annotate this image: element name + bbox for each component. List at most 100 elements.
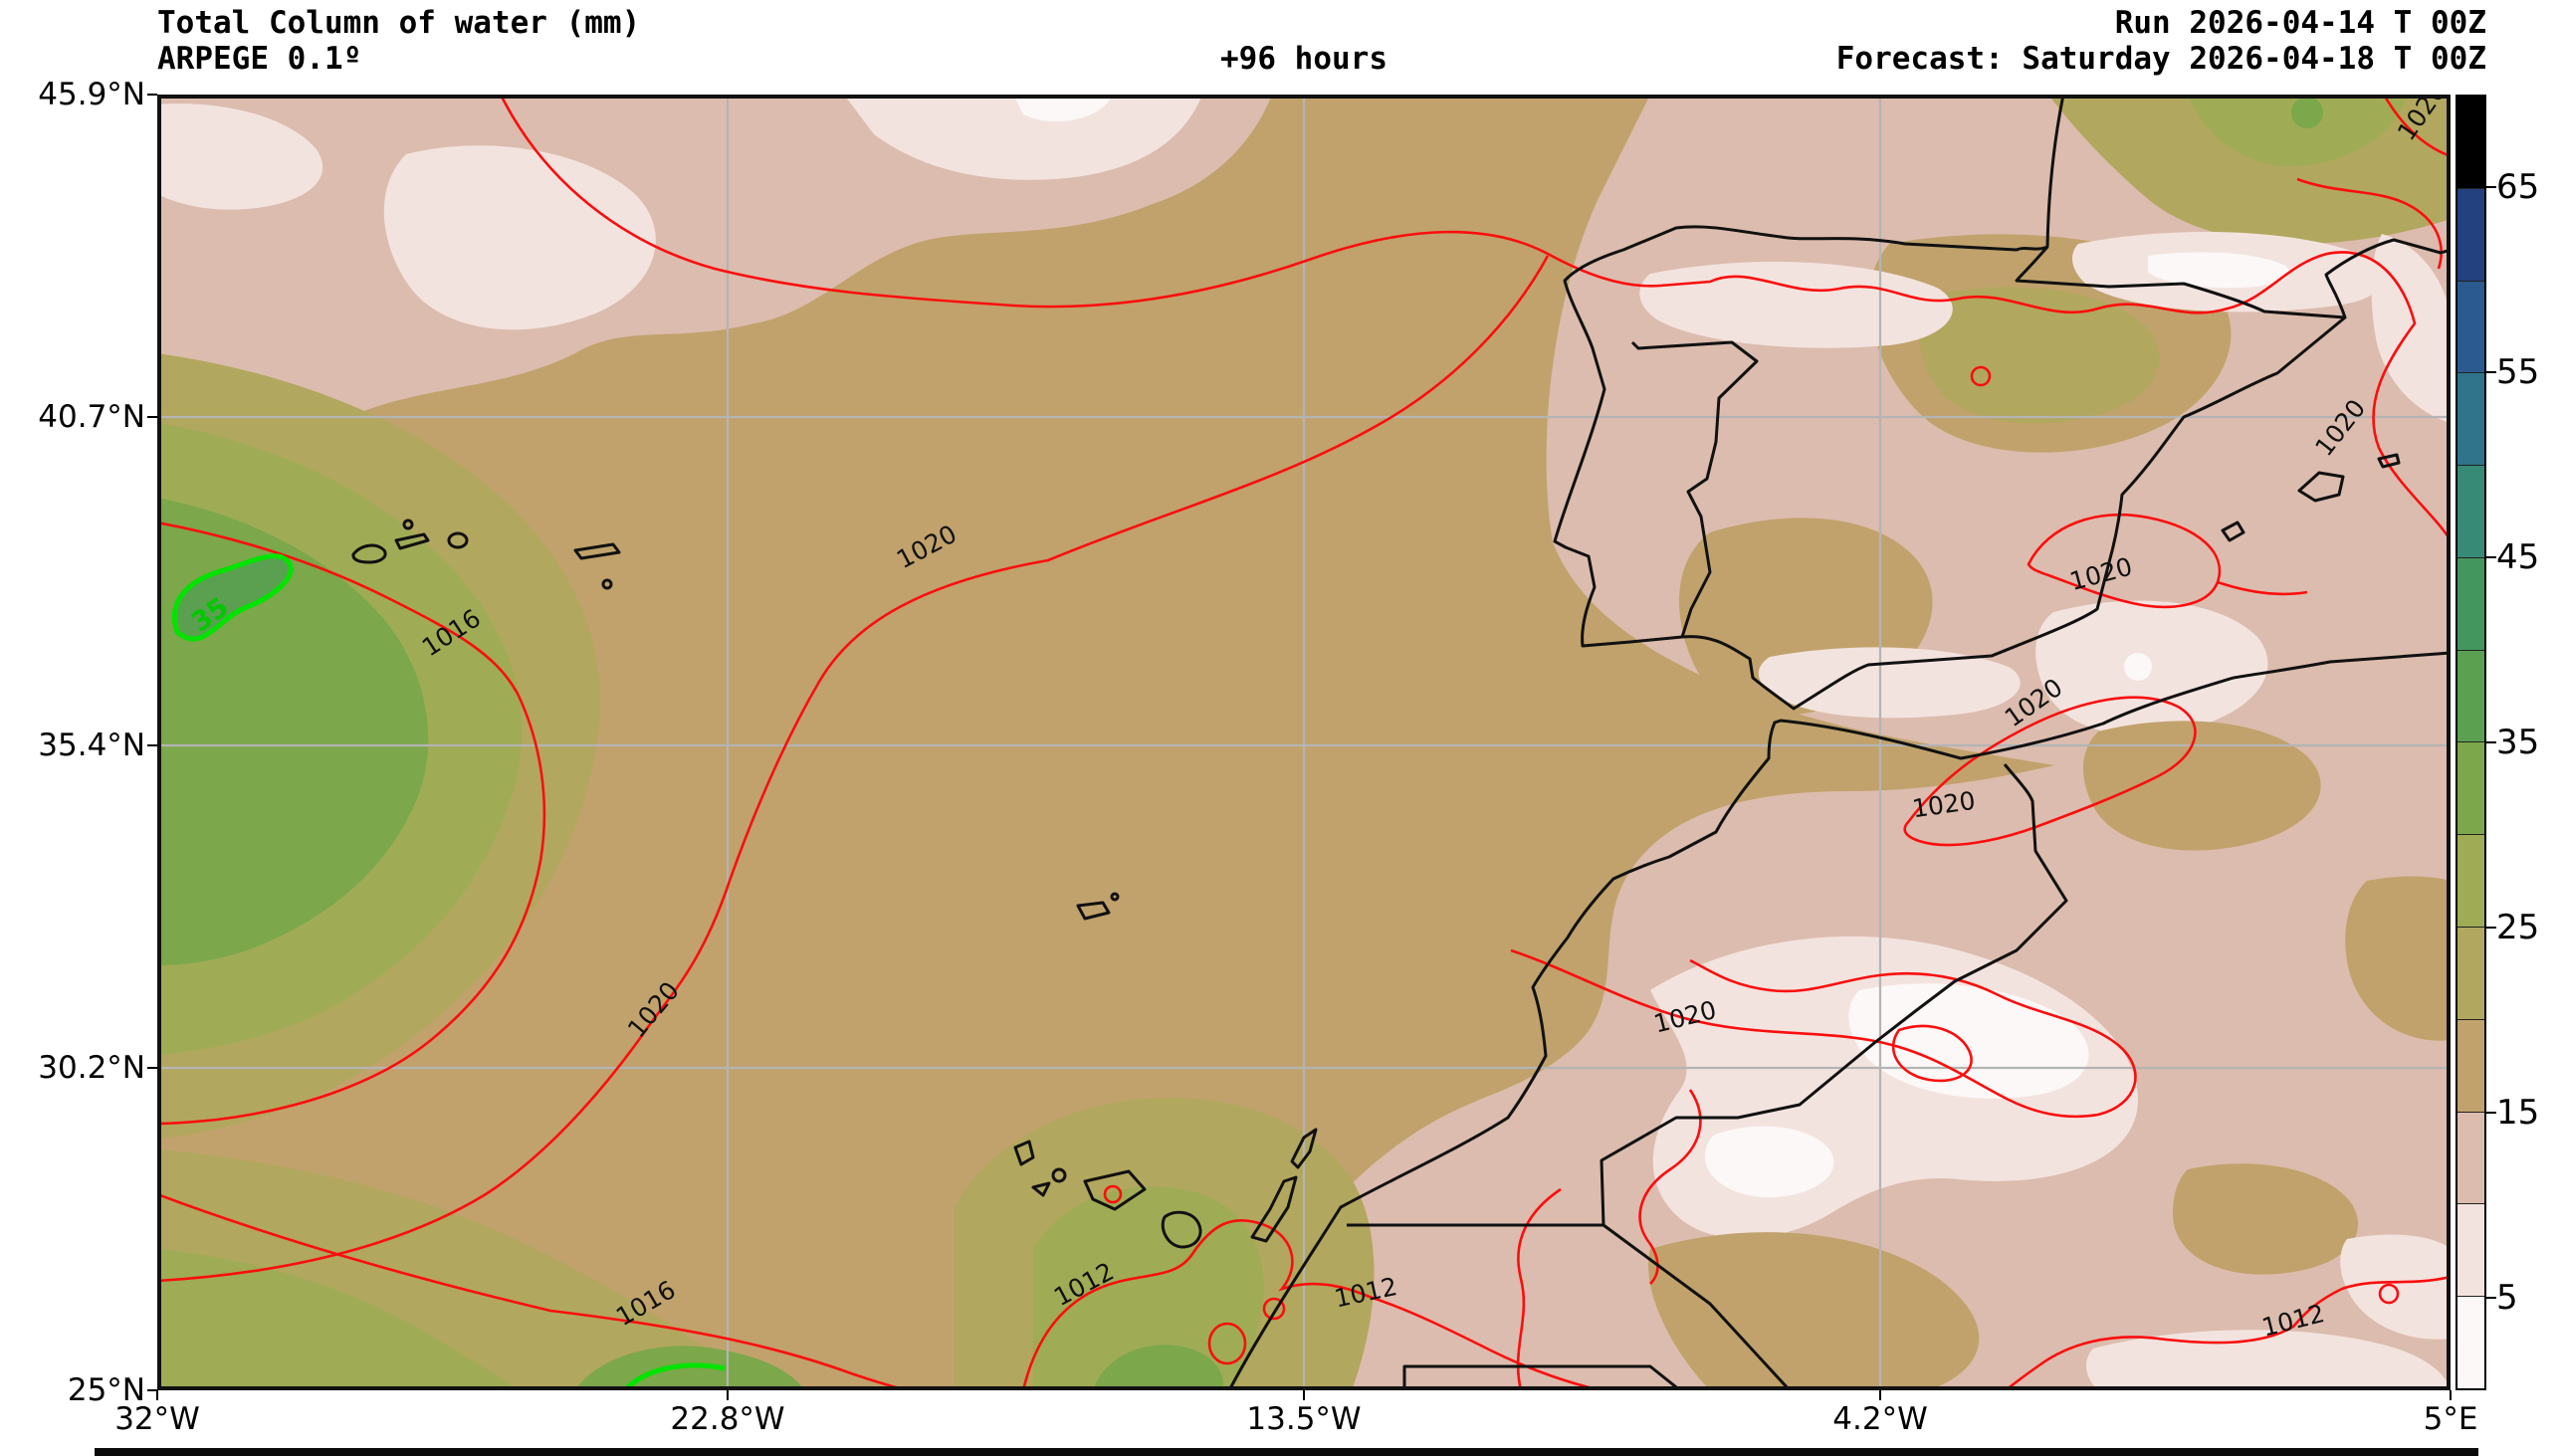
isobar-1020-atlas-inner [1891, 1024, 1973, 1083]
isobar-1012-loop [1207, 1322, 1247, 1365]
isobar-contours [157, 95, 2451, 1390]
isobar-loop-spain [1970, 365, 1992, 387]
fill-lightpink-topleft-corner [157, 104, 323, 210]
border-algeria-mali [1602, 1223, 1792, 1390]
coast-north-africa [1227, 651, 2451, 1390]
fill-white-atlas-2 [1705, 1126, 1834, 1198]
fill-lightpink-topleft [383, 145, 656, 330]
colorbar-tick-65: 65 [2496, 167, 2540, 207]
island-azores [394, 532, 430, 550]
water-35-loop [171, 553, 294, 642]
island-azores [447, 531, 469, 549]
fill-tan-sahara-2 [2173, 1163, 2359, 1275]
water-35-contour [171, 553, 726, 1390]
lead-time-label: +96 hours [1220, 41, 1388, 77]
colorbar-tickmark [2486, 927, 2496, 929]
map-frame [157, 95, 2451, 1390]
xtick-13-5W: 13.5°W [1246, 1401, 1362, 1437]
colorbar-segment [2457, 281, 2484, 374]
colorbar-tickmark [2486, 741, 2496, 743]
ytick-40-7N: 40.7°N [38, 399, 145, 435]
isobar-1020-ne-spain [2027, 513, 2222, 609]
isobar-1020-se-spain [1903, 696, 2197, 847]
island-mallorca [2297, 471, 2345, 503]
island-azores [601, 578, 613, 590]
colorbar-segments [2456, 95, 2486, 1390]
fill-white-pyrenees [2148, 252, 2290, 289]
x-tickmark [2450, 1390, 2452, 1400]
island-azores [402, 519, 414, 530]
island-canary [1290, 1128, 1318, 1169]
colorbar-tickmark [2486, 1297, 2496, 1299]
colorbar-segment [2457, 650, 2484, 743]
fill-tan-algeria-1 [2082, 721, 2321, 851]
coastlines [1227, 95, 2451, 1390]
model-label: ARPEGE 0.1º [157, 41, 362, 77]
fill-green-bottom [575, 1346, 804, 1390]
island-madeira [1110, 892, 1120, 902]
colorbar-segment [2457, 1297, 2484, 1388]
y-tickmark [147, 744, 157, 746]
colorbar-segment [2457, 188, 2484, 282]
fill-yellowgreen-southwest [157, 1249, 516, 1390]
x-tickmark [1303, 1390, 1305, 1400]
isobar-1016-southwest [157, 1192, 910, 1390]
isobar-1012-loop [1103, 1184, 1123, 1204]
colorbar-tickmark [2486, 371, 2496, 373]
colorbar-segment [2457, 97, 2484, 189]
colorbar-tick-15: 15 [2496, 1093, 2540, 1133]
colorbar-segment [2457, 373, 2484, 467]
island-canary [1013, 1140, 1035, 1166]
fill-yellowgreen-france [2188, 95, 2407, 167]
isobar-1016-west [157, 520, 546, 1126]
border-western-sahara [1402, 1364, 1681, 1390]
fill-tan-sahara-1 [1648, 1232, 1980, 1390]
fill-tan-algeria-2 [2345, 876, 2451, 1041]
run-label: Run 2026-04-14 T 00Z [2114, 5, 2486, 41]
fill-white-se-spain [2124, 653, 2152, 681]
y-tickmark [147, 1389, 157, 1391]
xtick-4-2W: 4.2°W [1832, 1401, 1928, 1437]
fill-green-canaries [1093, 1345, 1223, 1390]
colorbar-tick-5: 5 [2496, 1278, 2518, 1318]
colorbar-tickmark [2486, 1112, 2496, 1114]
y-tickmark [147, 1067, 157, 1069]
y-tickmark [147, 416, 157, 418]
xtick-22-8W: 22.8°W [670, 1401, 785, 1437]
colorbar-segment [2457, 742, 2484, 836]
colorbar-tick-55: 55 [2496, 352, 2540, 392]
island-canary [1161, 1210, 1202, 1249]
fill-lightpink-nw-spain [1639, 262, 1953, 348]
page-title: Total Column of water (mm) [157, 5, 641, 41]
ytick-45-9N: 45.9°N [38, 77, 145, 112]
isobar-1020-main [499, 95, 2451, 541]
x-tickmark [727, 1390, 729, 1400]
island-canary [1250, 1175, 1298, 1243]
isobar-1012-loop [1262, 1297, 1286, 1321]
island-ibiza [2221, 520, 2245, 542]
fill-white-atlas-1 [1848, 983, 2089, 1099]
island-canary [1031, 1181, 1051, 1197]
fill-green-france [2291, 97, 2323, 128]
colorbar-tick-35: 35 [2496, 723, 2540, 762]
island-menorca [2377, 453, 2401, 469]
isobar-1020-diagonal [157, 255, 1550, 1283]
y-tickmark [147, 94, 157, 96]
colorbar-segment [2457, 466, 2484, 558]
colorbar-segment [2457, 835, 2484, 929]
colorbar-segment [2457, 557, 2484, 651]
isobar-1012-loop [2378, 1283, 2400, 1305]
isobar-1020-atlas [1510, 948, 2137, 1119]
grid-lines [157, 95, 2451, 1390]
colorbar-segment [2457, 1112, 2484, 1205]
isobar-1012-canaries [1021, 1219, 1602, 1390]
island-azores [351, 543, 387, 564]
colorbar-segment [2457, 928, 2484, 1020]
ytick-25N: 25°N [67, 1372, 145, 1408]
island-canary [1051, 1167, 1067, 1183]
x-tickmark [1879, 1390, 1881, 1400]
isobar-1020-ne-spain-tail [2217, 580, 2308, 596]
island-madeira [1076, 901, 1111, 921]
fill-lightpink-topcenter [844, 95, 1202, 180]
